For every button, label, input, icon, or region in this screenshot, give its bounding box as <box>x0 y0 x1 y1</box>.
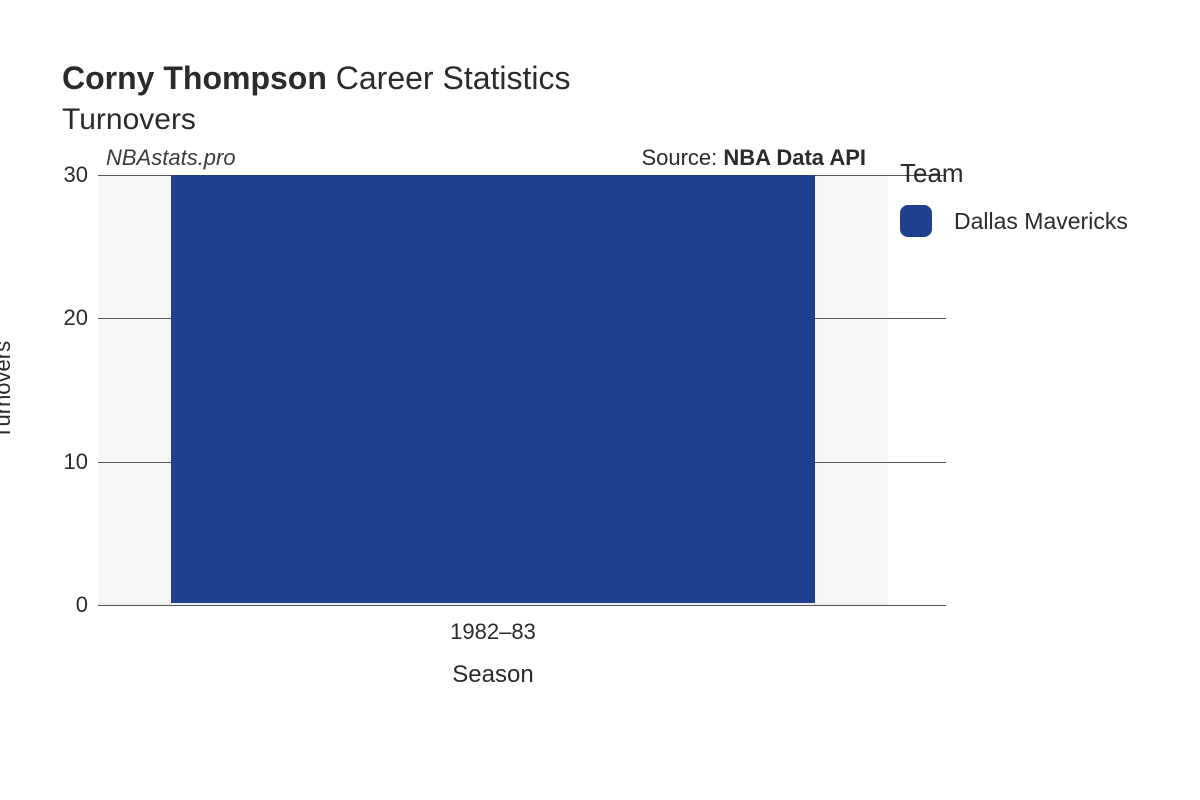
y-tick-label: 30 <box>64 162 88 188</box>
y-tick-label: 20 <box>64 305 88 331</box>
legend-item: Dallas Mavericks <box>900 205 1128 237</box>
chart-container: Corny Thompson Career Statistics Turnove… <box>0 0 1200 800</box>
source-prefix: Source: <box>641 145 723 170</box>
chart-title-line1: Corny Thompson Career Statistics <box>62 60 571 97</box>
x-tick-label: 1982–83 <box>450 619 536 645</box>
chart-title-line2: Turnovers <box>62 103 571 137</box>
gridline <box>98 605 946 606</box>
player-name: Corny Thompson <box>62 60 327 96</box>
watermark-text: NBAstats.pro <box>106 145 236 171</box>
bar <box>171 175 815 605</box>
x-axis-baseline <box>98 603 888 605</box>
legend: Team Dallas Mavericks <box>900 158 1128 237</box>
y-tick-label: 0 <box>76 592 88 618</box>
y-axis-label: Turnovers <box>0 341 16 439</box>
y-tick-label: 10 <box>64 449 88 475</box>
title-rest: Career Statistics <box>327 60 571 96</box>
chart-title-area: Corny Thompson Career Statistics Turnove… <box>62 60 571 137</box>
source-text: Source: NBA Data API <box>641 145 866 171</box>
x-axis-label: Season <box>452 661 533 689</box>
legend-title: Team <box>900 158 1128 189</box>
legend-label: Dallas Mavericks <box>954 208 1128 235</box>
legend-swatch <box>900 205 932 237</box>
source-name: NBA Data API <box>723 145 866 170</box>
plot-area: NBAstats.pro Source: NBA Data API 010203… <box>98 175 888 605</box>
